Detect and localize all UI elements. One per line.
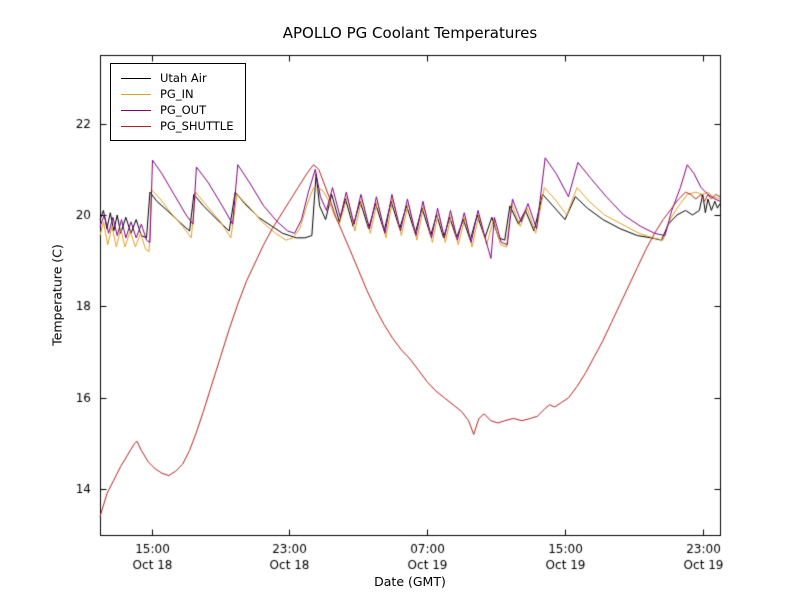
legend-line-pg-in [121, 93, 151, 95]
legend: Utah Air PG_IN PG_OUT PG_SHUTTLE [110, 63, 247, 141]
legend-line-pg-shuttle [121, 125, 151, 127]
x-axis-label: Date (GMT) [374, 574, 446, 589]
legend-label-pg-out: PG_OUT [160, 103, 207, 117]
legend-entry-pg-out: PG_OUT [121, 102, 233, 118]
legend-entry-utah-air: Utah Air [121, 70, 233, 86]
legend-line-utah-air [121, 77, 151, 79]
chart-title: APOLLO PG Coolant Temperatures [282, 24, 538, 42]
legend-label-utah-air: Utah Air [160, 71, 207, 85]
legend-line-pg-out [121, 109, 151, 111]
legend-label-pg-in: PG_IN [160, 87, 194, 101]
legend-label-pg-shuttle: PG_SHUTTLE [160, 119, 234, 133]
y-axis-label: Temperature (C) [49, 244, 65, 346]
legend-entry-pg-in: PG_IN [121, 86, 233, 102]
legend-entry-pg-shuttle: PG_SHUTTLE [121, 118, 233, 134]
